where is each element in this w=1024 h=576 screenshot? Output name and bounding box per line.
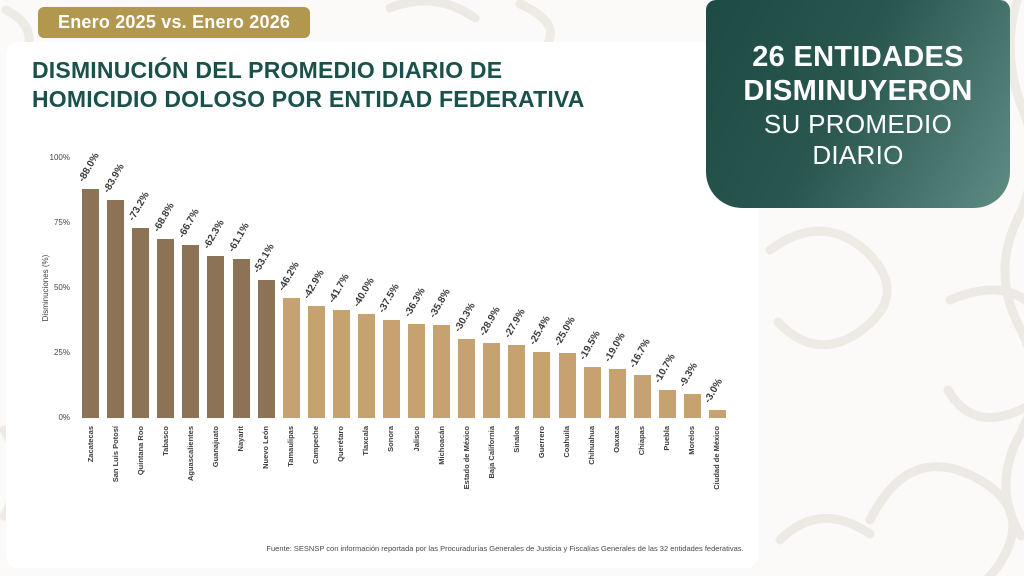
x-axis-label: Querétaro	[336, 426, 346, 462]
bar-value-label: -62.3%	[201, 218, 227, 251]
bar-value-label: -41.7%	[326, 272, 353, 305]
x-axis-label: Zacatecas	[85, 426, 95, 463]
x-axis-label: Guanajuato	[210, 426, 220, 468]
x-axis-label: Sinaloa	[511, 426, 521, 453]
x-axis-label: Tlaxcala	[361, 426, 371, 456]
bar-value-label: -10.7%	[652, 352, 679, 385]
x-axis-label: Chiapas	[637, 426, 647, 456]
x-axis-label: Nuevo León	[261, 426, 271, 469]
bar-3	[157, 239, 175, 418]
x-axis-label: Aguascalientes	[185, 426, 195, 482]
bar-24	[683, 394, 701, 418]
bar-6	[232, 259, 250, 418]
bar-17	[508, 345, 526, 418]
x-axis-label: Morelos	[687, 426, 697, 455]
bar-value-label: -46.2%	[276, 260, 302, 293]
bar-21	[608, 369, 626, 418]
bar-value-label: -19.5%	[577, 329, 603, 362]
bar-value-label: -66.7%	[176, 207, 202, 240]
plot-area: -88.0% Zacatecas -83.9% San Luis Potosí -73.…	[76, 151, 730, 490]
bar-value-label: -16.7%	[627, 337, 654, 370]
bar-8	[282, 298, 300, 418]
x-axis-label: Oaxaca	[612, 426, 622, 453]
bar-1	[107, 200, 125, 418]
bar-value-label: -73.2%	[126, 190, 152, 223]
bar-value-label: -30.3%	[452, 301, 478, 334]
highlight-line-2: DISMINUYERON	[743, 75, 973, 108]
x-axis-label: Sonora	[386, 426, 396, 452]
bar-value-label: -40.0%	[351, 276, 378, 309]
y-tick-label: 0%	[58, 413, 70, 422]
bar-value-label: -25.0%	[552, 315, 578, 348]
bar-value-label: -83.9%	[101, 162, 127, 195]
date-comparison-badge: Enero 2025 vs. Enero 2026	[38, 7, 311, 38]
bar-0	[82, 189, 100, 418]
x-axis-label: Coahuila	[562, 426, 571, 458]
x-axis-label: Chihuahua	[587, 426, 597, 465]
bar-value-label: -9.3%	[677, 360, 701, 389]
bar-14	[433, 325, 451, 418]
bar-13	[408, 324, 426, 418]
y-tick-label: 75%	[53, 218, 70, 227]
bar-19	[558, 353, 576, 418]
bar-value-label: -36.3%	[402, 286, 428, 319]
y-tick-label: 50%	[53, 283, 70, 292]
bar-15	[458, 339, 476, 418]
highlight-card: 26 ENTIDADES DISMINUYERON SU PROMEDIO DI…	[706, 0, 1010, 208]
highlight-line-3: SU PROMEDIO	[763, 108, 953, 139]
bar-value-label: -19.0%	[602, 331, 628, 364]
bar-value-label: -28.9%	[477, 305, 503, 338]
page-title: DISMINUCIÓN DEL PROMEDIO DIARIO DE HOMIC…	[32, 56, 585, 115]
bar-9	[307, 306, 325, 418]
bar-10	[332, 310, 350, 418]
x-axis-label: Estado de México	[461, 426, 471, 490]
bar-value-label: -53.1%	[251, 242, 277, 275]
bar-23	[658, 390, 676, 418]
bar-value-label: -42.9%	[301, 268, 328, 301]
title-line-2: HOMICIDIO DOLOSO POR ENTIDAD FEDERATIVA	[32, 86, 585, 113]
x-axis-label: Puebla	[662, 426, 672, 451]
x-axis-label: Jalisco	[411, 426, 421, 452]
x-axis-label: Nayarit	[236, 426, 245, 452]
y-tick-label: 25%	[53, 348, 70, 357]
x-axis-label: Tabasco	[160, 426, 170, 456]
y-axis-ticks: 100% 75% 50% 25% 0%	[28, 153, 70, 422]
x-axis-label: Tamaulipas	[286, 426, 296, 467]
x-axis-label: Guerrero	[536, 426, 546, 459]
x-axis-label: Ciudad de México	[712, 426, 722, 490]
title-line-1: DISMINUCIÓN DEL PROMEDIO DIARIO DE	[32, 57, 503, 83]
x-axis-label: San Luis Potosí	[110, 426, 120, 483]
highlight-line-4: DIARIO	[812, 140, 904, 171]
x-axis-label: Quintana Roo	[135, 426, 145, 476]
bar-value-label: -25.4%	[527, 314, 553, 347]
highlight-line-1: 26 ENTIDADES	[752, 41, 964, 74]
bar-18	[533, 352, 551, 418]
x-axis-label: Campeche	[311, 426, 321, 464]
bar-7	[257, 280, 275, 418]
x-axis-label: Michoacán	[436, 426, 446, 465]
bar-22	[633, 375, 651, 418]
y-tick-label: 100%	[49, 153, 70, 162]
x-axis-label: Baja California	[486, 426, 496, 479]
bar-value-label: -3.0%	[702, 376, 726, 405]
bar-4	[182, 245, 200, 418]
bar-value-label: -27.9%	[502, 307, 528, 340]
bar-20	[583, 367, 601, 418]
chart-panel	[6, 42, 758, 568]
bar-5	[207, 256, 225, 418]
bar-value-label: -35.8%	[427, 287, 453, 320]
source-note: Fuente: SESNSP con información reportada…	[266, 544, 744, 553]
bar-2	[132, 228, 150, 418]
bar-11	[357, 314, 375, 418]
bar-chart: Disminuciones (%) 100% 75% 50% 25% 0% -88.0%…	[28, 151, 738, 558]
bar-16	[483, 343, 501, 418]
bar-25	[708, 410, 726, 418]
bar-value-label: -37.5%	[376, 282, 403, 315]
bar-12	[382, 320, 400, 418]
bar-value-label: -61.1%	[226, 221, 252, 254]
bar-value-label: -68.8%	[151, 201, 177, 234]
